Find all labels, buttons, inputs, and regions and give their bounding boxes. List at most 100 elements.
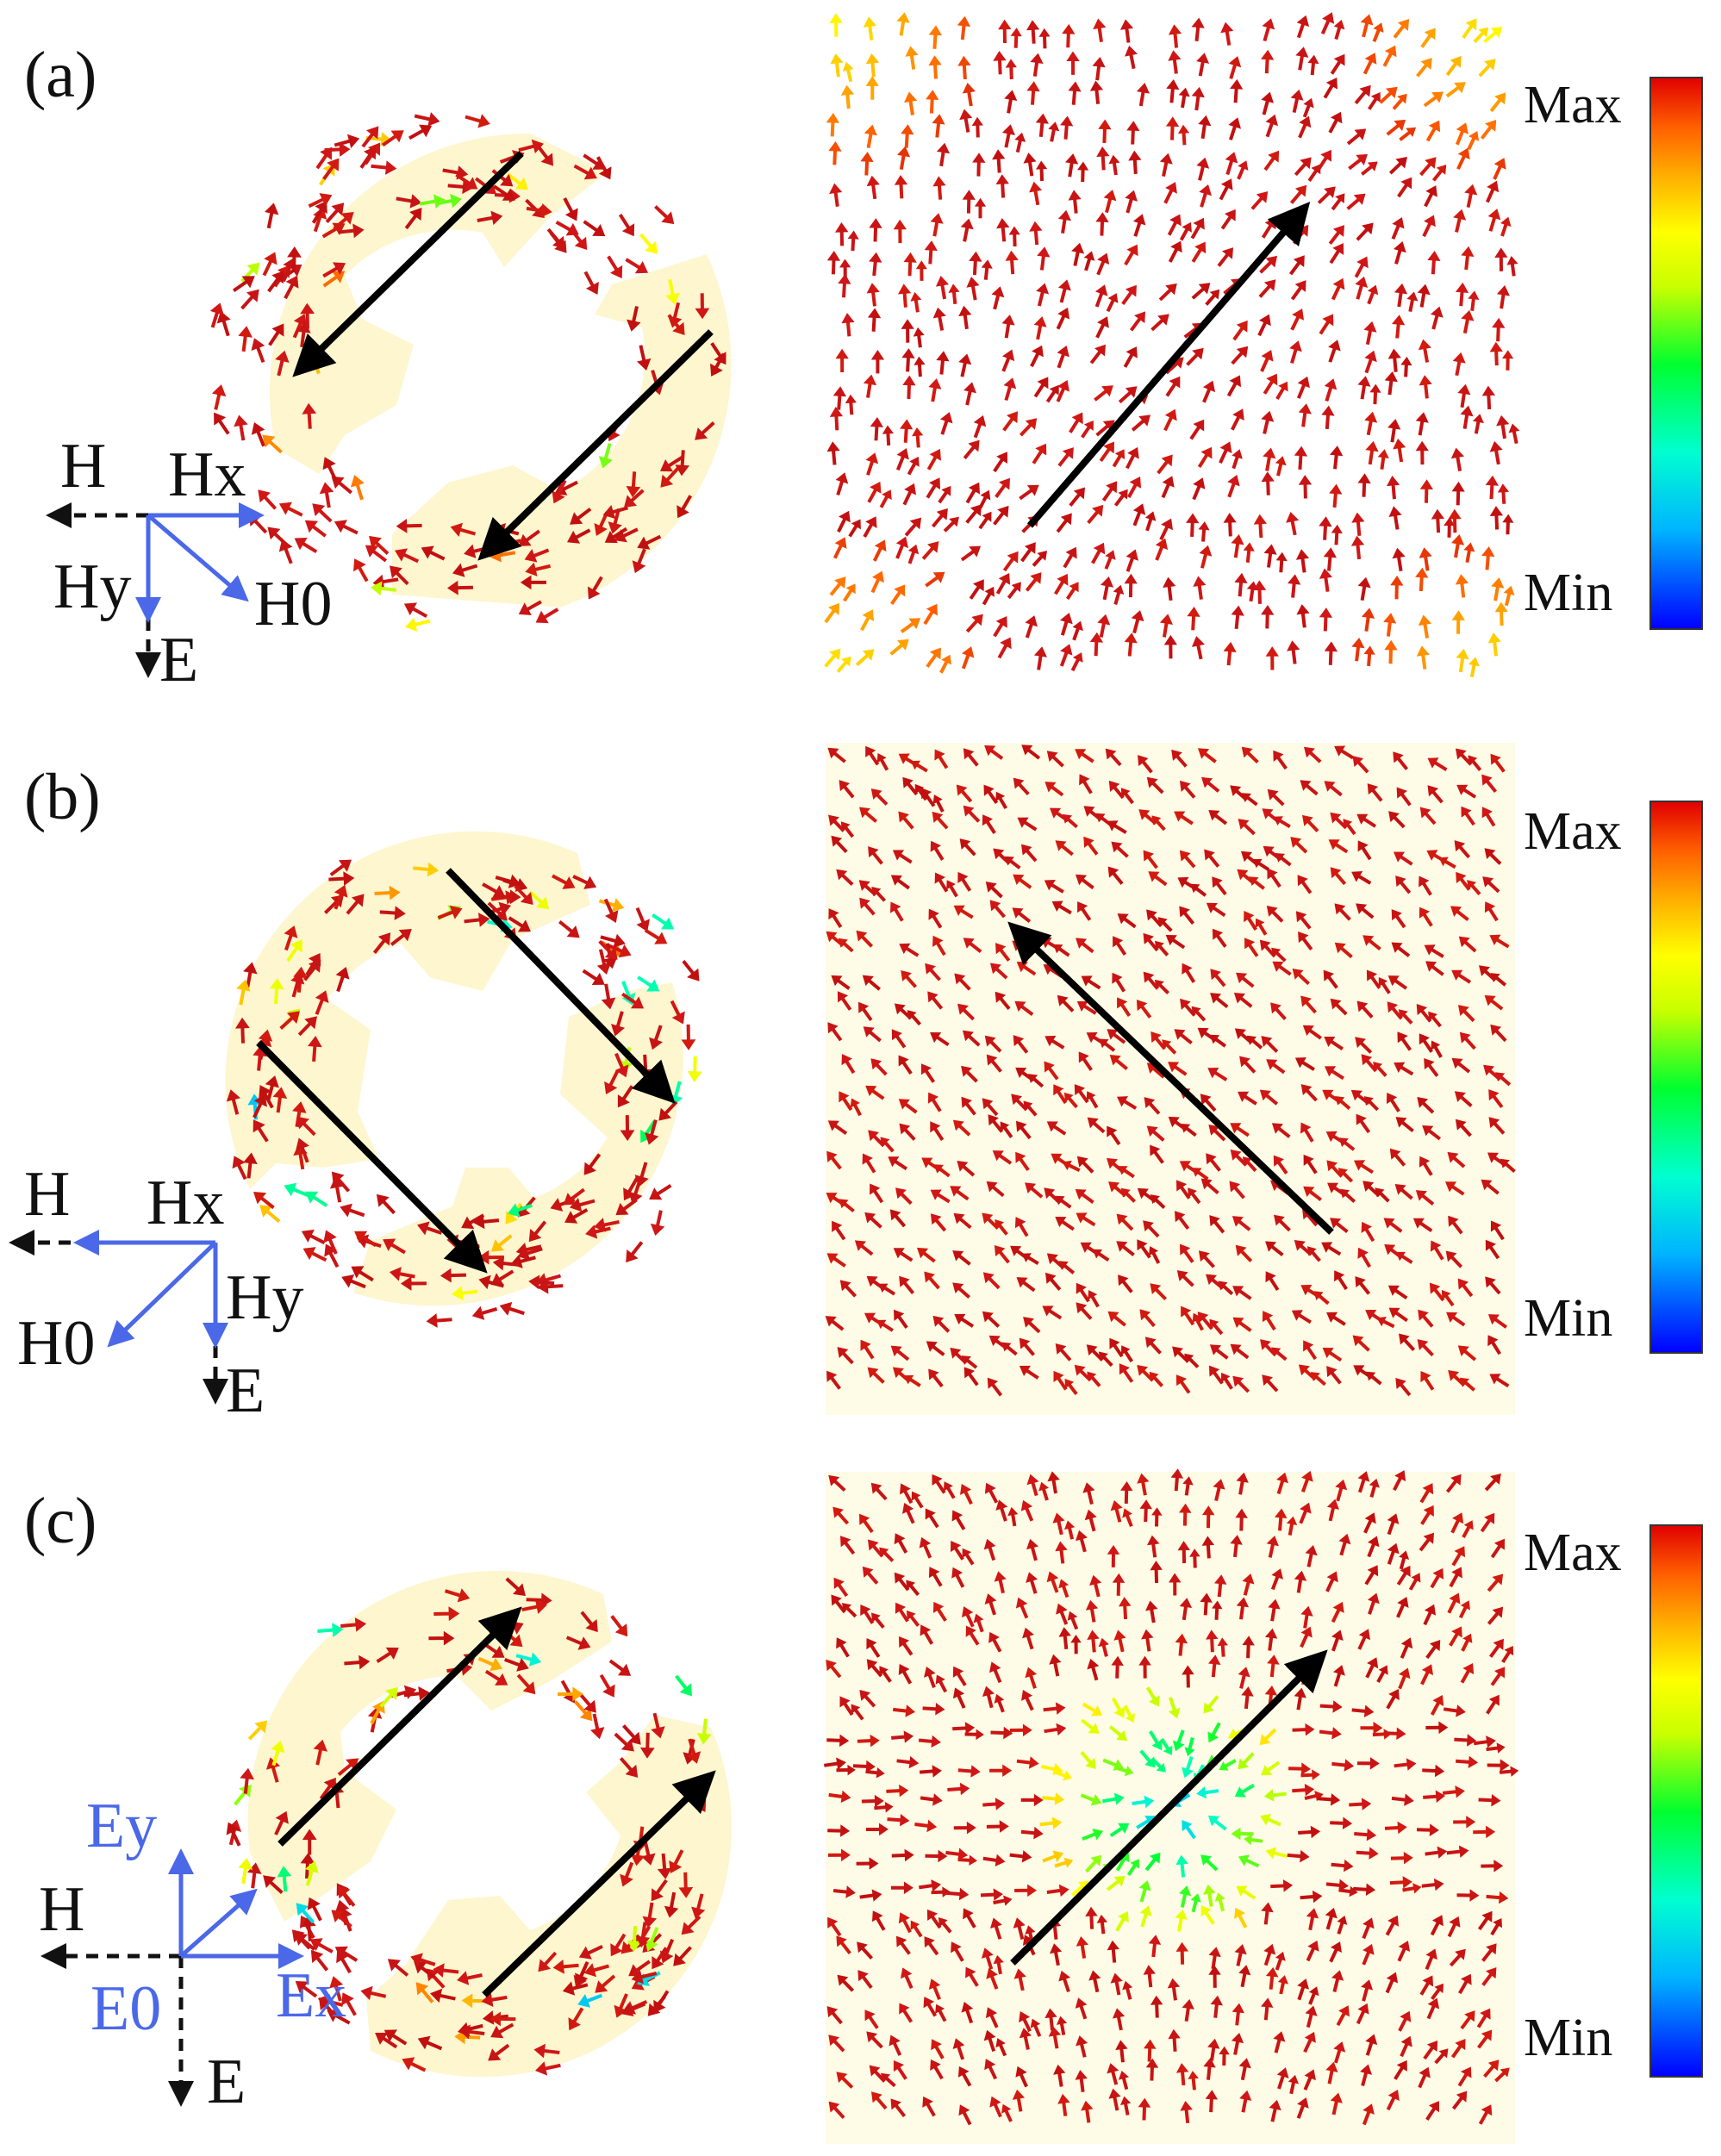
field-arrow-head	[535, 1599, 547, 1614]
field-arrow-head	[583, 166, 597, 180]
field-arrow-head	[1241, 793, 1251, 802]
field-arrow-head	[1319, 568, 1332, 579]
field-arrow-head	[840, 1536, 851, 1548]
field-arrow-head	[678, 1887, 694, 1898]
field-arrow-head	[1164, 408, 1177, 421]
field-arrow-head	[1486, 1943, 1497, 1955]
colorbar-max-label: Max	[1524, 76, 1622, 134]
field-arrow-head	[1461, 246, 1475, 257]
field-arrow-head	[1157, 917, 1168, 927]
field-arrow-head	[1180, 1243, 1191, 1256]
field-arrow-head	[1271, 1123, 1283, 1134]
field-arrow-head	[1015, 2066, 1027, 2078]
field-arrow-head	[1021, 1690, 1033, 1701]
field-arrow-head	[1138, 809, 1150, 820]
field-arrow-head	[1456, 648, 1469, 660]
field-arrow-head	[1261, 1036, 1273, 1047]
field-arrow-head	[691, 1906, 706, 1919]
field-arrow-head	[892, 850, 904, 861]
field-arrow-head	[1014, 132, 1026, 142]
field-arrow-head	[998, 19, 1012, 30]
field-arrow-head	[935, 1674, 945, 1685]
axis-label-h0: H0	[17, 1308, 95, 1379]
field-arrow-head	[942, 1886, 951, 1897]
field-arrow-head	[1058, 279, 1071, 291]
field-arrow-head	[899, 943, 911, 955]
field-arrow-head	[1244, 911, 1255, 923]
field-arrow-head	[1098, 1351, 1108, 1362]
field-arrow-head	[1060, 644, 1073, 656]
field-arrow-head	[614, 1064, 629, 1078]
field-arrow-head	[1208, 1815, 1220, 1827]
field-arrow-head	[647, 2003, 661, 2016]
field-arrow-head	[902, 1503, 914, 1514]
field-arrow-head	[1193, 576, 1207, 587]
field-arrow-head	[1485, 1276, 1496, 1288]
field-arrow-head	[872, 1910, 883, 1922]
field-arrow-head	[1265, 1847, 1276, 1860]
field-arrow-head	[898, 753, 910, 764]
field-arrow-head	[1026, 1572, 1038, 1583]
field-arrow-head	[489, 2011, 501, 2027]
field-arrow-head	[1451, 969, 1463, 981]
field-arrow-head	[332, 271, 346, 284]
field-arrow-head	[1450, 1474, 1462, 1486]
field-arrow-head	[1003, 1726, 1013, 1740]
field-arrow-head	[1330, 111, 1343, 124]
field-arrow-head	[1037, 551, 1047, 561]
field-arrow-head	[535, 610, 549, 624]
field-arrow-head	[1233, 993, 1245, 1004]
field-arrow-head	[960, 218, 974, 230]
field-arrow-head	[1446, 1312, 1458, 1323]
field-arrow-head	[1456, 748, 1467, 760]
field-arrow-head	[290, 972, 305, 985]
field-arrow-head	[1491, 577, 1505, 589]
field-arrow-head	[1076, 2035, 1088, 2047]
field-arrow-head	[1113, 936, 1124, 948]
panel-b: (b) H Hx Hy H0 E Max M	[8, 743, 1703, 1426]
field-arrow-head	[605, 910, 619, 923]
field-arrow-head	[837, 1974, 849, 1986]
field-arrow-head	[869, 218, 882, 228]
field-arrow-head	[630, 1854, 645, 1866]
field-arrow-head	[1062, 1160, 1072, 1171]
field-arrow-head	[826, 931, 838, 943]
field-arrow-head	[1112, 2008, 1126, 2019]
field-arrow-head	[834, 576, 846, 589]
field-arrow-head	[1097, 252, 1110, 265]
field-arrow-head	[254, 1720, 268, 1734]
field-arrow-head	[828, 2034, 839, 2047]
field-arrow-head	[1121, 1345, 1131, 1355]
field-arrow-head	[618, 1663, 632, 1676]
field-arrow-head	[1391, 909, 1402, 921]
field-arrow-head	[906, 1580, 916, 1590]
field-arrow-head	[1209, 1344, 1221, 1355]
field-arrow-head	[1144, 1097, 1156, 1108]
field-arrow-head	[989, 900, 1001, 912]
field-arrow-head	[1188, 2071, 1199, 2079]
field-arrow-head	[1236, 1885, 1248, 1897]
field-arrow-head	[601, 997, 616, 1010]
field-arrow-head	[426, 1313, 438, 1328]
field-arrow-head	[554, 240, 567, 253]
field-arrow-head	[1306, 1908, 1319, 1919]
field-arrow-head	[1108, 780, 1120, 792]
field-arrow-head	[1357, 1471, 1370, 1482]
field-arrow-head	[1335, 1096, 1345, 1106]
field-arrow-head	[1393, 751, 1404, 763]
field-arrow-head	[1192, 1312, 1202, 1323]
field-arrow-head	[1113, 584, 1125, 595]
field-arrow-head	[905, 46, 919, 57]
field-arrow-head	[857, 1941, 868, 1953]
field-arrow-head	[911, 1491, 921, 1501]
field-arrow-head	[492, 885, 506, 898]
field-arrow-head	[1291, 1310, 1303, 1321]
field-arrow-head	[450, 522, 463, 537]
field-arrow-head	[1490, 973, 1500, 982]
field-arrow-head	[1075, 1189, 1087, 1200]
field-arrow-head	[681, 1039, 696, 1050]
moment-arrow	[1026, 201, 1311, 528]
field-arrow-head	[1338, 1533, 1351, 1545]
field-arrow-head	[894, 1533, 906, 1545]
field-arrow-head	[1203, 1884, 1216, 1895]
